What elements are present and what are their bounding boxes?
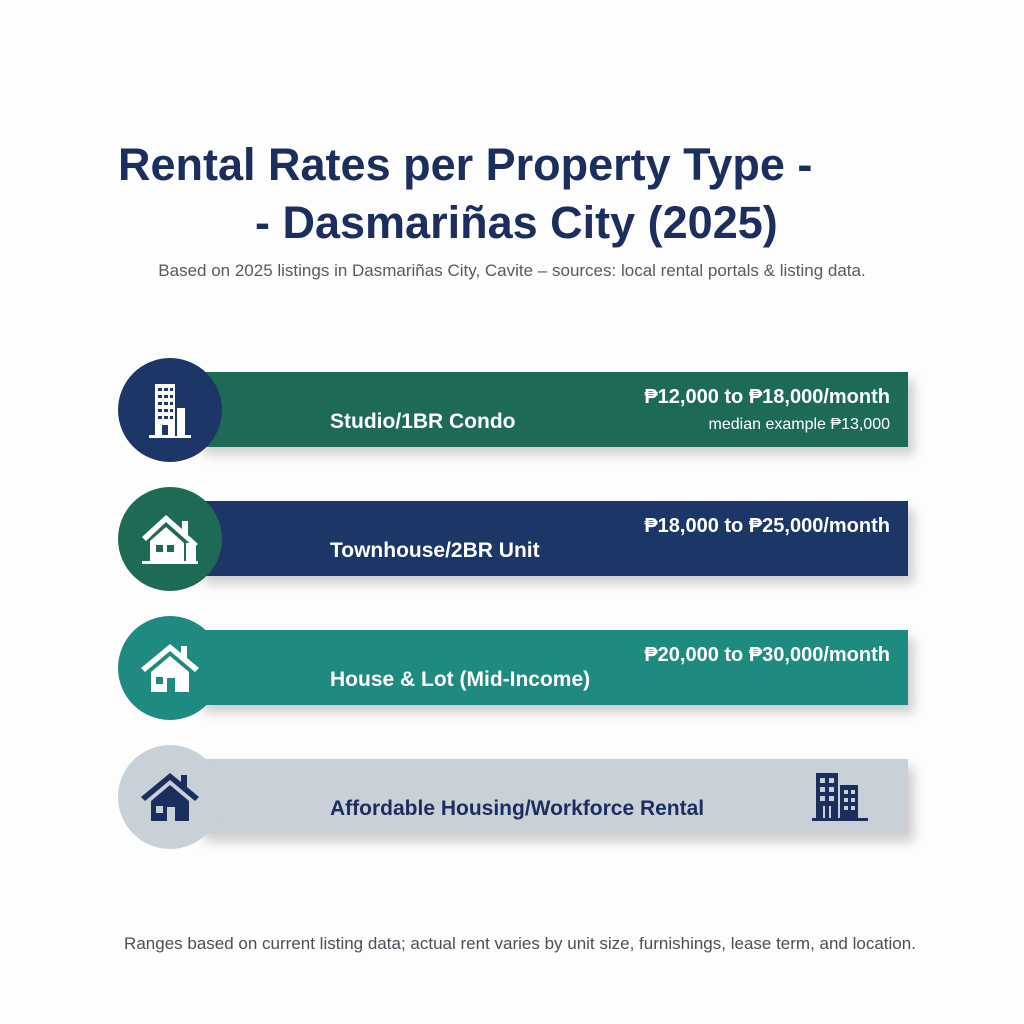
- house-icon: [141, 773, 199, 821]
- row-label: House & Lot (Mid-Income): [330, 668, 591, 691]
- row-icon-circle: [118, 616, 222, 720]
- title-line-2: - Dasmariñas City (2025): [255, 197, 778, 248]
- footer-note: Ranges based on current listing data; ac…: [124, 934, 916, 953]
- row-icon-circle: [118, 745, 222, 849]
- row-price: ₱18,000 to ₱25,000/month: [644, 515, 890, 537]
- row-house-and-lot: House & Lot (Mid-Income) ₱20,000 to ₱30,…: [118, 616, 908, 722]
- row-icon-circle: [118, 487, 222, 591]
- building-icon: [149, 384, 191, 438]
- row-label: Affordable Housing/Workforce Rental: [330, 797, 705, 820]
- row-price: ₱20,000 to ₱30,000/month: [644, 644, 890, 666]
- row-affordable-housing: Affordable Housing/Workforce Rental: [118, 745, 908, 851]
- row-bar: House & Lot (Mid-Income) ₱20,000 to ₱30,…: [198, 630, 908, 705]
- row-bar: Townhouse/2BR Unit ₱18,000 to ₱25,000/mo…: [198, 501, 908, 576]
- row-label: Studio/1BR Condo: [330, 410, 516, 433]
- row-bar: Affordable Housing/Workforce Rental: [198, 759, 908, 834]
- row-icon-circle: [118, 358, 222, 462]
- row-price: ₱12,000 to ₱18,000/month: [644, 386, 890, 408]
- row-studio-condo: Studio/1BR Condo ₱12,000 to ₱18,000/mont…: [118, 358, 908, 464]
- house-icon: [142, 515, 198, 564]
- subtitle: Based on 2025 listings in Dasmariñas Cit…: [158, 261, 866, 280]
- row-bar: Studio/1BR Condo ₱12,000 to ₱18,000/mont…: [198, 372, 908, 447]
- apartment-building-icon: [810, 771, 870, 828]
- row-label: Townhouse/2BR Unit: [330, 539, 540, 562]
- row-median-note: median example ₱13,000: [708, 416, 890, 433]
- house-icon: [141, 644, 199, 692]
- row-townhouse: Townhouse/2BR Unit ₱18,000 to ₱25,000/mo…: [118, 487, 908, 593]
- title-line-1: Rental Rates per Property Type -: [118, 139, 813, 190]
